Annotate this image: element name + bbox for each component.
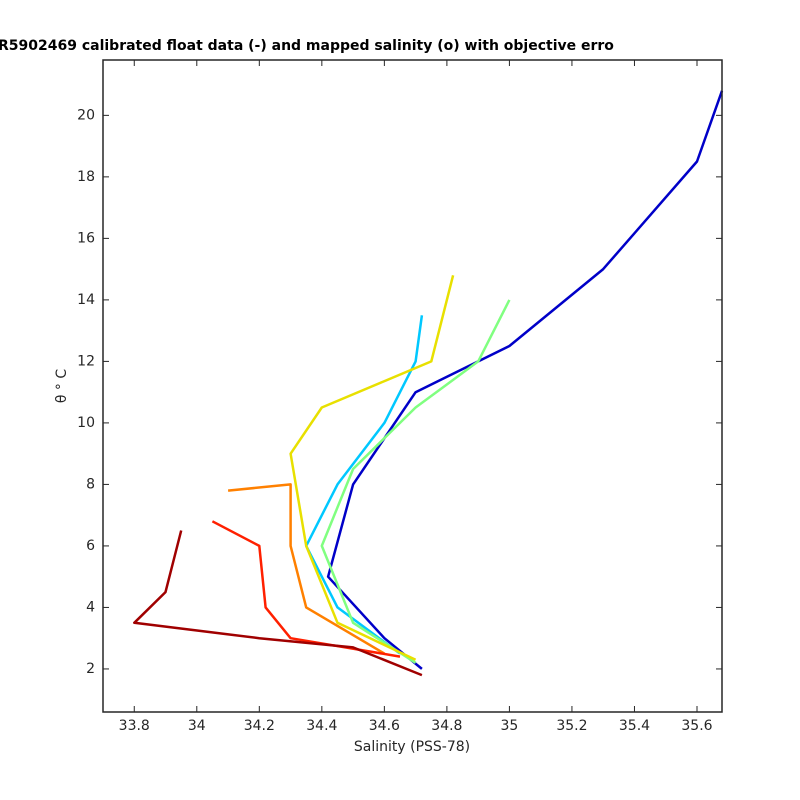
y-tick-label: 18 [77, 169, 95, 185]
y-tick-label: 2 [86, 661, 95, 677]
y-tick-label: 20 [77, 107, 95, 123]
data-line [227, 483, 386, 655]
x-tick-label: 35.2 [556, 718, 587, 734]
x-tick-label: 34.8 [431, 718, 462, 734]
plot-frame [102, 59, 723, 713]
data-line [304, 315, 424, 655]
data-line [320, 299, 511, 664]
x-tick-label: 33.8 [119, 718, 150, 734]
y-tick-label: 12 [77, 353, 95, 369]
data-line [133, 530, 423, 677]
x-tick-label: 35 [501, 718, 519, 734]
x-axis-label: Salinity (PSS-78) [354, 739, 470, 755]
x-tick-label: 34.2 [244, 718, 275, 734]
x-tick-label: 34.6 [369, 718, 400, 734]
data-line [289, 274, 455, 661]
y-tick-label: 6 [86, 538, 95, 554]
y-axis-label: θ ° C [54, 369, 70, 403]
x-tick-label: 34 [188, 718, 206, 734]
y-tick-label: 10 [77, 415, 95, 431]
x-tick-label: 34.4 [306, 718, 337, 734]
y-tick-label: 8 [86, 476, 95, 492]
data-line [326, 90, 724, 670]
x-tick-label: 35.6 [681, 718, 712, 734]
x-tick-label: 35.4 [619, 718, 650, 734]
y-tick-label: 16 [77, 230, 95, 246]
y-tick-label: 4 [86, 599, 95, 615]
chart-title: R5902469 calibrated float data (-) and m… [0, 38, 614, 54]
y-tick-label: 14 [77, 292, 95, 308]
